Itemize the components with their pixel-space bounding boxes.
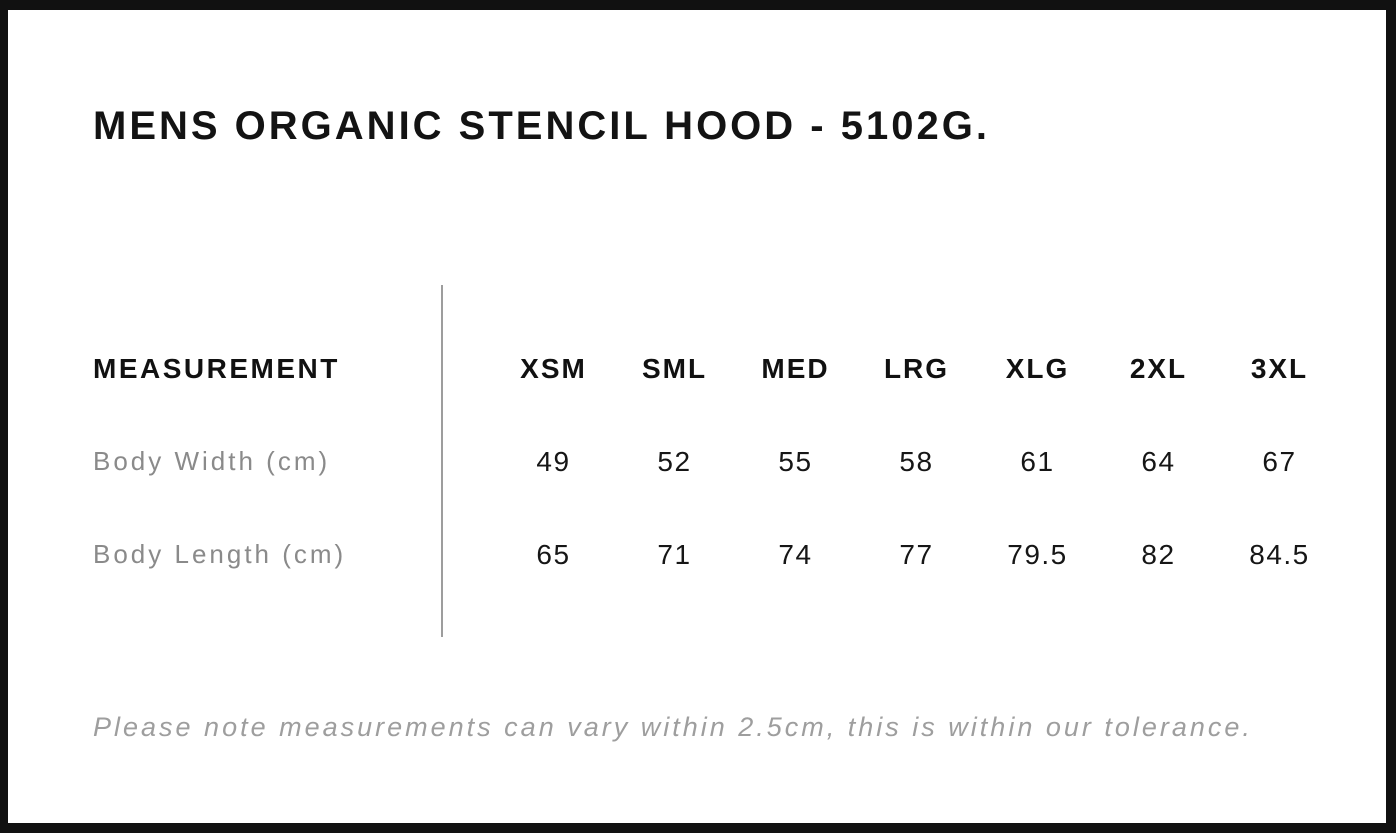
measurement-value: 49: [536, 445, 571, 477]
table-row-body-width: Body Width (cm) 49 52 55 58 61 64 67: [93, 415, 1343, 508]
measurement-value: 71: [657, 538, 692, 570]
measurement-value: 84.5: [1249, 538, 1310, 570]
measurement-value: 79.5: [1007, 538, 1068, 570]
measurement-value: 58: [899, 445, 934, 477]
measurement-value: 77: [899, 538, 934, 570]
measurement-value: 65: [536, 538, 571, 570]
measurement-value: 67: [1262, 445, 1297, 477]
row-label: Body Length (cm): [93, 539, 347, 569]
page-title: MENS ORGANIC STENCIL HOOD - 5102G.: [93, 104, 990, 148]
measurement-value: 55: [778, 445, 813, 477]
size-chart-header-row: MEASUREMENT XSM SML MED LRG XLG 2XL 3XL: [93, 322, 1343, 415]
measurement-value: 64: [1141, 445, 1176, 477]
size-column-header-xsm: XSM: [520, 352, 587, 384]
measurement-value: 52: [657, 445, 692, 477]
size-column-header-sml: SML: [641, 352, 708, 384]
vertical-divider: [441, 285, 443, 637]
size-column-header-xlg: XLG: [1005, 352, 1070, 384]
size-chart: MEASUREMENT XSM SML MED LRG XLG 2XL 3XL …: [93, 285, 1343, 637]
measurement-value: 82: [1141, 538, 1176, 570]
measurement-value: 74: [778, 538, 813, 570]
size-column-header-med: MED: [761, 352, 830, 384]
size-column-header-2xl: 2XL: [1129, 352, 1188, 384]
table-row-body-length: Body Length (cm) 65 71 74 77 79.5 82 84.…: [93, 508, 1343, 601]
size-chart-rows: MEASUREMENT XSM SML MED LRG XLG 2XL 3XL …: [93, 285, 1343, 601]
tolerance-note: Please note measurements can vary within…: [93, 712, 1253, 742]
size-column-header-lrg: LRG: [883, 352, 950, 384]
size-column-header-3xl: 3XL: [1250, 352, 1309, 384]
measurement-value: 61: [1020, 445, 1055, 477]
row-label: Body Width (cm): [93, 446, 331, 476]
measurement-column-header: MEASUREMENT: [93, 352, 340, 384]
